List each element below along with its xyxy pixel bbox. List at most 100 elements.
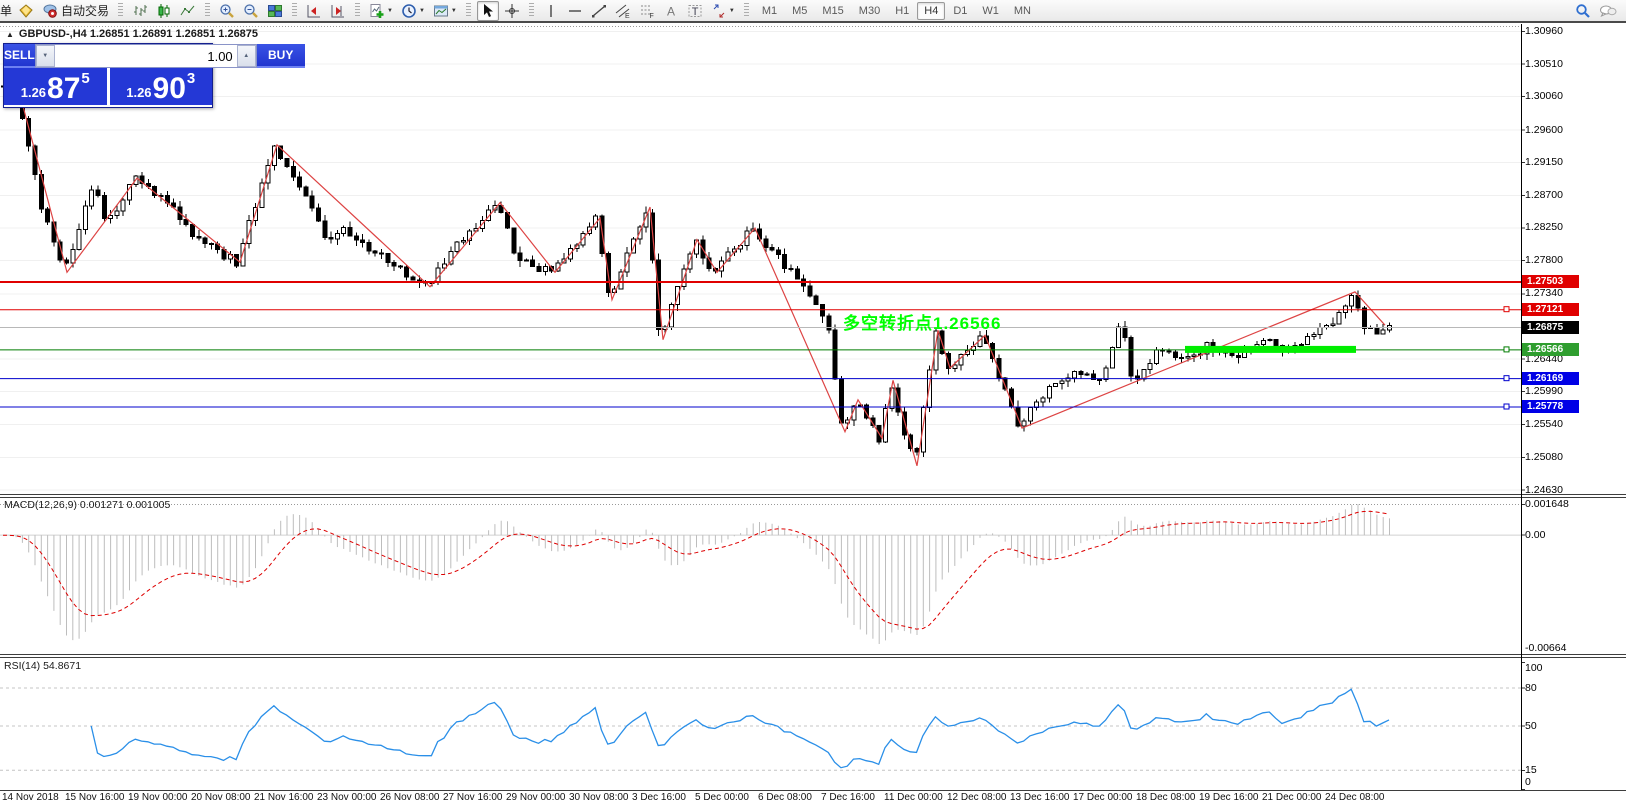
- chart-shift-button[interactable]: [303, 1, 325, 21]
- support-zone-bar: [1185, 345, 1356, 353]
- candlestick-chart-button[interactable]: [153, 1, 175, 21]
- time-axis-label: 3 Dec 16:00: [632, 792, 686, 803]
- timeframe-button-w1[interactable]: W1: [982, 4, 999, 17]
- time-axis-label: 27 Nov 16:00: [443, 792, 503, 803]
- time-axis-label: 21 Nov 16:00: [254, 792, 314, 803]
- timeframe-button-m15[interactable]: M15: [822, 4, 844, 17]
- text-tool-icon: A: [667, 4, 675, 18]
- timeframe-button-d1[interactable]: D1: [953, 4, 968, 17]
- zoom-in-button[interactable]: [216, 1, 238, 21]
- templates-button[interactable]: ▼: [430, 1, 460, 21]
- text-label-button[interactable]: T: [684, 1, 706, 21]
- bar-chart-icon: [134, 4, 148, 16]
- timeframe-button-m30[interactable]: M30: [858, 4, 881, 17]
- horizontal-line-button[interactable]: [564, 1, 586, 21]
- time-axis-label: 18 Dec 08:00: [1136, 792, 1196, 803]
- arrows-dropdown-icon[interactable]: ▼: [728, 7, 735, 14]
- timeframe-button-m5[interactable]: M5: [792, 4, 808, 17]
- crosshair-button[interactable]: [501, 1, 523, 21]
- price-level-chip: 1.26875: [1522, 320, 1579, 334]
- sell-price-button[interactable]: 1.26 87 5: [4, 68, 107, 105]
- vertical-line-button[interactable]: [540, 1, 562, 21]
- chart-autoscroll-button[interactable]: [327, 1, 349, 21]
- rsi-axis-label: 100: [1525, 662, 1543, 674]
- chat-icon: [1600, 5, 1617, 17]
- candlestick-chart-icon: [158, 3, 170, 18]
- autotrading-button[interactable]: 自动交易: [39, 1, 112, 21]
- new-order-label[interactable]: 单: [0, 4, 13, 18]
- price-axis-label: 1.25990: [1525, 385, 1563, 398]
- toolbar-grip: [743, 3, 749, 18]
- cursor-icon: [483, 3, 493, 17]
- community-chat-button[interactable]: [1596, 1, 1620, 21]
- new-order-button[interactable]: [15, 1, 37, 21]
- time-axis-label: 11 Dec 00:00: [884, 792, 943, 803]
- toolbar-grip: [465, 3, 471, 18]
- candles-layer: [1, 80, 1392, 458]
- timeframe-button-mn[interactable]: MN: [1013, 4, 1031, 17]
- time-axis-label: 24 Dec 08:00: [1325, 792, 1385, 803]
- search-button[interactable]: [1572, 1, 1594, 21]
- buy-price-prefix: 1.26: [126, 85, 152, 100]
- bar-chart-button[interactable]: [129, 1, 151, 21]
- sell-price-big: 87: [47, 71, 81, 105]
- trendline-button[interactable]: [588, 1, 610, 21]
- text-tool-button[interactable]: A: [660, 1, 682, 21]
- time-axis-label: 21 Dec 00:00: [1262, 792, 1322, 803]
- crosshair-icon: [504, 3, 519, 18]
- toolbar-grip: [205, 3, 211, 18]
- volume-input[interactable]: [54, 45, 237, 67]
- vertical-line-icon: [550, 4, 552, 17]
- timeframe-button-h1[interactable]: H1: [895, 4, 910, 17]
- spinner-down-icon: ▼: [42, 53, 49, 59]
- toolbar-grip: [355, 3, 361, 18]
- indicator-layer: [0, 504, 1521, 771]
- overlay-layer: [0, 94, 1521, 466]
- fibonacci-button[interactable]: F: [636, 1, 658, 21]
- timeframe-bar: M1 M5 M15 M30 H1 H4 D1 W1 MN: [755, 1, 1038, 20]
- time-axis[interactable]: 14 Nov 2018 15 Nov 16:00 19 Nov 00:00 20 No…: [0, 790, 1520, 808]
- buy-button[interactable]: BUY: [256, 44, 305, 68]
- price-axis[interactable]: 1.30960 1.30510 1.30060 1.29600 1.29150 1.287…: [1522, 24, 1626, 790]
- price-axis-label: 1.24630: [1525, 483, 1563, 496]
- line-chart-button[interactable]: [177, 1, 199, 21]
- macd-axis-label: -0.00664: [1525, 642, 1567, 654]
- price-axis-label: 1.30060: [1525, 90, 1563, 103]
- time-axis-label: 5 Dec 00:00: [695, 792, 749, 803]
- svg-text:E: E: [625, 13, 630, 19]
- arrows-tool-button[interactable]: ▼: [708, 1, 738, 21]
- templates-dropdown-icon[interactable]: ▼: [450, 7, 457, 14]
- chart-annotation: 多空转折点1.26566: [843, 314, 1002, 333]
- indicators-dropdown-icon[interactable]: ▼: [387, 7, 393, 14]
- timeframe-button-m1[interactable]: M1: [761, 4, 778, 17]
- time-axis-label: 26 Nov 08:00: [380, 792, 440, 803]
- volume-decrease-button[interactable]: ▼: [35, 45, 55, 67]
- indicators-button[interactable]: ▼: [366, 1, 396, 21]
- collapse-icon[interactable]: ▲: [6, 29, 14, 39]
- buy-price-button[interactable]: 1.26 90 3: [109, 68, 212, 105]
- cursor-button[interactable]: [476, 0, 499, 21]
- volume-increase-button[interactable]: ▲: [236, 45, 256, 67]
- equidistant-channel-icon: E: [615, 4, 630, 19]
- price-level-chip: 1.26169: [1522, 371, 1579, 385]
- rsi-axis-label: 15: [1525, 764, 1537, 777]
- buy-price-big: 90: [152, 71, 186, 105]
- tile-windows-button[interactable]: [264, 1, 286, 21]
- time-axis-label: 20 Nov 08:00: [191, 792, 251, 803]
- autotrading-icon: [43, 4, 57, 18]
- time-axis-label: 17 Dec 00:00: [1073, 792, 1133, 803]
- new-order-icon: [19, 3, 33, 18]
- tile-windows-icon: [268, 4, 283, 17]
- chart-title-text: GBPUSD-,H4 1.26851 1.26891 1.26851 1.268…: [18, 28, 259, 40]
- time-axis-label: 6 Dec 08:00: [758, 792, 812, 803]
- sell-price-sup: 5: [81, 70, 90, 87]
- periods-dropdown-icon[interactable]: ▼: [418, 7, 425, 14]
- macd-indicator-label: MACD(12,26,9) 0.001271 0.001005: [4, 499, 171, 511]
- periods-button[interactable]: ▼: [398, 1, 428, 21]
- sell-button[interactable]: SELL: [4, 44, 35, 68]
- equidistant-channel-button[interactable]: E: [612, 1, 634, 21]
- volume-spinner: ▼ ▲: [34, 44, 257, 68]
- zoom-out-button[interactable]: [240, 1, 262, 21]
- timeframe-button-h4[interactable]: H4: [917, 1, 946, 20]
